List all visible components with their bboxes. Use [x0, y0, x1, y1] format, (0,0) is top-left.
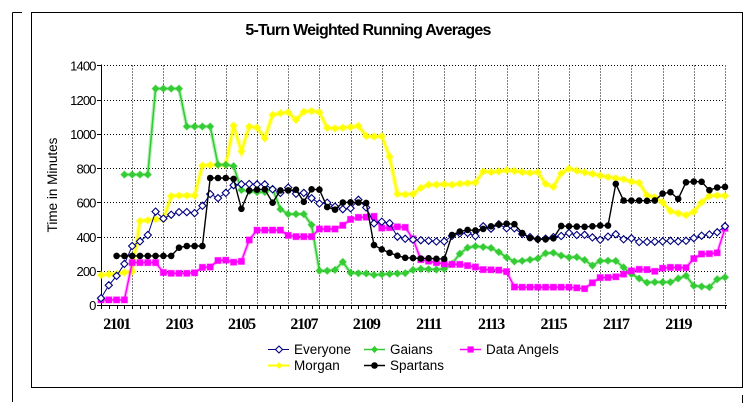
svg-text:Time in Minutes: Time in Minutes [45, 137, 60, 232]
svg-text:2113: 2113 [478, 316, 505, 333]
svg-text:2119: 2119 [665, 316, 692, 333]
svg-text:2105: 2105 [228, 316, 256, 333]
svg-text:2101: 2101 [103, 316, 131, 333]
svg-text:2107: 2107 [290, 316, 318, 333]
svg-text:5-Turn Weighted Running Averag: 5-Turn Weighted Running Averages [245, 22, 491, 39]
svg-text:Morgan: Morgan [294, 358, 340, 373]
svg-text:600: 600 [77, 196, 97, 211]
svg-text:800: 800 [77, 161, 97, 176]
svg-text:2109: 2109 [353, 316, 381, 333]
svg-text:1400: 1400 [70, 59, 96, 74]
svg-text:2103: 2103 [166, 316, 194, 333]
svg-text:1000: 1000 [70, 127, 96, 142]
svg-text:2115: 2115 [540, 316, 567, 333]
svg-text:Gaians: Gaians [390, 342, 433, 357]
svg-text:0: 0 [89, 298, 96, 313]
svg-text:200: 200 [77, 264, 97, 279]
svg-text:Data Angels: Data Angels [486, 342, 559, 357]
svg-text:2111: 2111 [416, 316, 442, 333]
svg-text:Spartans: Spartans [390, 358, 444, 373]
svg-text:Everyone: Everyone [294, 342, 351, 357]
svg-text:1200: 1200 [70, 93, 96, 108]
svg-text:2117: 2117 [603, 316, 630, 333]
svg-text:400: 400 [77, 230, 97, 245]
